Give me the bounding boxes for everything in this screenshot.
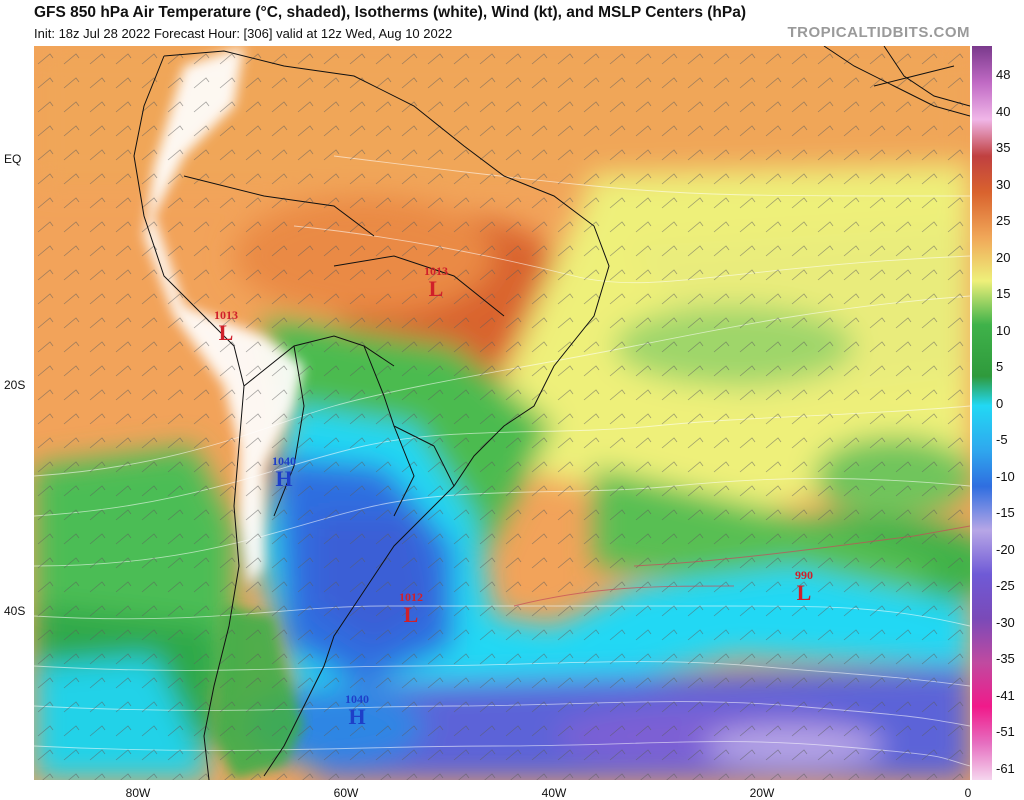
- colorbar-label: 35: [996, 140, 1011, 155]
- colorbar-label: 20: [996, 250, 1011, 265]
- pressure-center-low: 1013 L: [424, 264, 448, 301]
- lon-label-80w: 80W: [125, 786, 151, 800]
- colorbar-label: -30: [996, 615, 1015, 630]
- colorbar-label: -15: [996, 505, 1015, 520]
- brand-watermark: TROPICALTIDBITS.COM: [787, 24, 970, 41]
- colorbar-label: -10: [996, 469, 1015, 484]
- map-header: GFS 850 hPa Air Temperature (°C, shaded)…: [0, 0, 1024, 46]
- colorbar-label: -20: [996, 542, 1015, 557]
- lon-label-60w: 60W: [333, 786, 359, 800]
- low-contours: [513, 525, 970, 607]
- colorbar-label: 5: [996, 359, 1004, 374]
- colorbar-label: 40: [996, 104, 1011, 119]
- pressure-center-low: 990 L: [795, 568, 813, 605]
- lon-label-20w: 20W: [749, 786, 775, 800]
- africa-coast: [823, 46, 970, 117]
- lat-label-20s: 20S: [4, 378, 26, 392]
- map-svg: [34, 46, 970, 780]
- colorbar-label: 48: [996, 67, 1011, 82]
- colorbar-label: 25: [996, 213, 1011, 228]
- pressure-center-high: 1040 H: [272, 454, 296, 491]
- map-title: GFS 850 hPa Air Temperature (°C, shaded)…: [34, 4, 747, 21]
- lon-label-0: 0: [964, 786, 972, 800]
- colorbar-label: -35: [996, 651, 1015, 666]
- temperature-map: 1013 L 1013 L 1040 H 1012 L 990 L 1040 H: [34, 46, 970, 780]
- pressure-center-low: 1013 L: [214, 308, 238, 345]
- colorbar-label: -41: [996, 688, 1015, 703]
- coastlines: [133, 46, 970, 780]
- lon-label-40w: 40W: [541, 786, 567, 800]
- map-subtitle: Init: 18z Jul 28 2022 Forecast Hour: [30…: [34, 26, 453, 41]
- lat-label-eq: EQ: [4, 152, 22, 166]
- lat-label-40s: 40S: [4, 604, 26, 618]
- colorbar-label: 10: [996, 323, 1011, 338]
- colorbar-label: 0: [996, 396, 1004, 411]
- colorbar-label: -5: [996, 432, 1008, 447]
- wind-barbs: [34, 46, 970, 780]
- colorbar-label: -25: [996, 578, 1015, 593]
- pressure-center-low: 1012 L: [399, 590, 423, 627]
- colorbar-label: 15: [996, 286, 1011, 301]
- colorbar-gradient: [972, 46, 992, 780]
- colorbar-label: -61: [996, 761, 1015, 776]
- temperature-colorbar: [972, 46, 992, 780]
- colorbar-label: -51: [996, 724, 1015, 739]
- colorbar-label: 30: [996, 177, 1011, 192]
- pressure-center-high: 1040 H: [345, 692, 369, 729]
